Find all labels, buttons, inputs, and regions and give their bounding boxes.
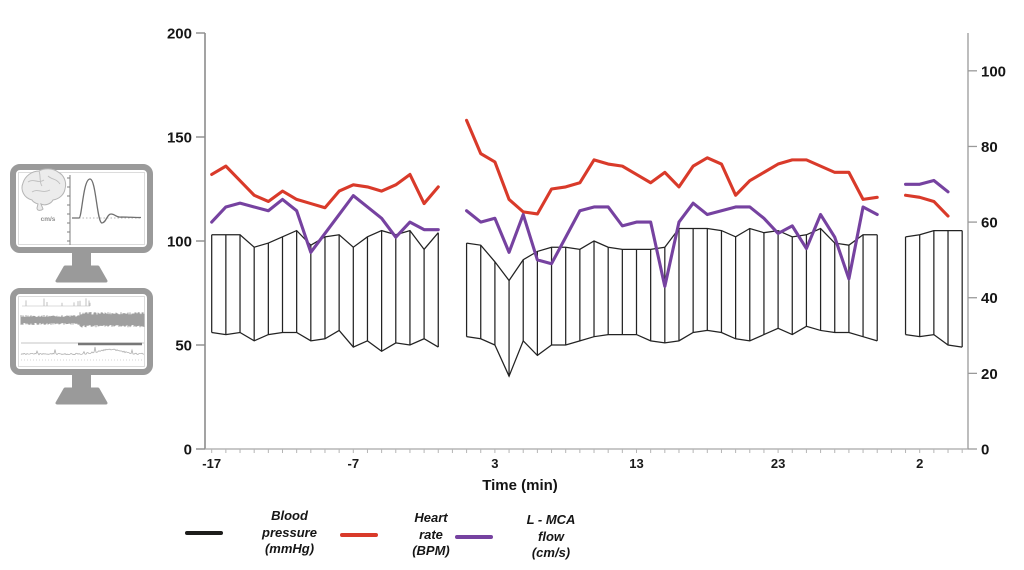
right-axis-tick-label: 40 [981,290,998,307]
eeg-traces [20,298,145,361]
left-axis-tick-label: 50 [175,338,192,355]
tcd-units-label: cm/s [41,216,56,223]
right-axis-tick-label: 80 [981,139,998,156]
x-axis-tick-label: 13 [629,456,643,471]
monitor-stand-neck [72,372,91,390]
monitor-stand-base [55,265,108,283]
legend-item-blood-pressure: Blood pressure (mmHg) [185,508,342,558]
legend-item-l-mca-flow: L - MCA flow (cm/s) [455,512,595,562]
x-axis-tick-label: 2 [916,456,923,471]
tcd-monitor-icon: cm/s [10,164,153,283]
left-axis-tick-label: 150 [167,130,192,147]
left-axis-tick-label: 0 [184,442,192,459]
monitor-screen-bezel [18,296,145,367]
l-mca-flow-cm-s--series [210,178,950,288]
legend-label-blood-pressure: Blood pressure (mmHg) [262,508,317,557]
l-mca-flow-line-swatch [455,534,493,539]
x-axis-tick-label: -7 [348,456,360,471]
left-axis-tick-label: 100 [167,234,192,251]
heart-rate-bpm--series [210,118,950,218]
heart-rate-line-swatch [340,532,378,537]
x-axis-tick-label: 3 [491,456,498,471]
right-axis-tick-label: 100 [981,63,1006,80]
x-axis-title: Time (min) [482,477,558,494]
monitor-screen-bezel [18,172,145,245]
tcd-waveform-axis [67,175,71,245]
right-axis-tick-label: 0 [981,442,989,459]
legend-label-heart-rate: Heart rate (BPM) [412,510,450,559]
right-axis-tick-label: 20 [981,366,998,383]
eeg-monitor-icon [10,288,153,405]
x-axis-tick-label: -17 [202,456,221,471]
brain-illustration [21,168,67,211]
left-axis-tick-label: 200 [167,26,192,43]
monitor-stand-base [55,387,108,405]
blood-pressure-line-swatch [185,530,223,535]
legend-item-heart-rate: Heart rate (BPM) [340,510,470,560]
blood-pressure-band [211,227,963,378]
legend-label-l-mca-flow: L - MCA flow (cm/s) [526,512,576,561]
axes: 0 50 100 150 200 0 20 40 60 80 100 -17 -7 3 13 23 2 [167,26,1006,472]
tcd-flow-waveform [72,178,142,224]
monitor-stand-neck [72,250,91,268]
x-axis-tick-label: 23 [771,456,785,471]
right-axis-tick-label: 60 [981,215,998,232]
